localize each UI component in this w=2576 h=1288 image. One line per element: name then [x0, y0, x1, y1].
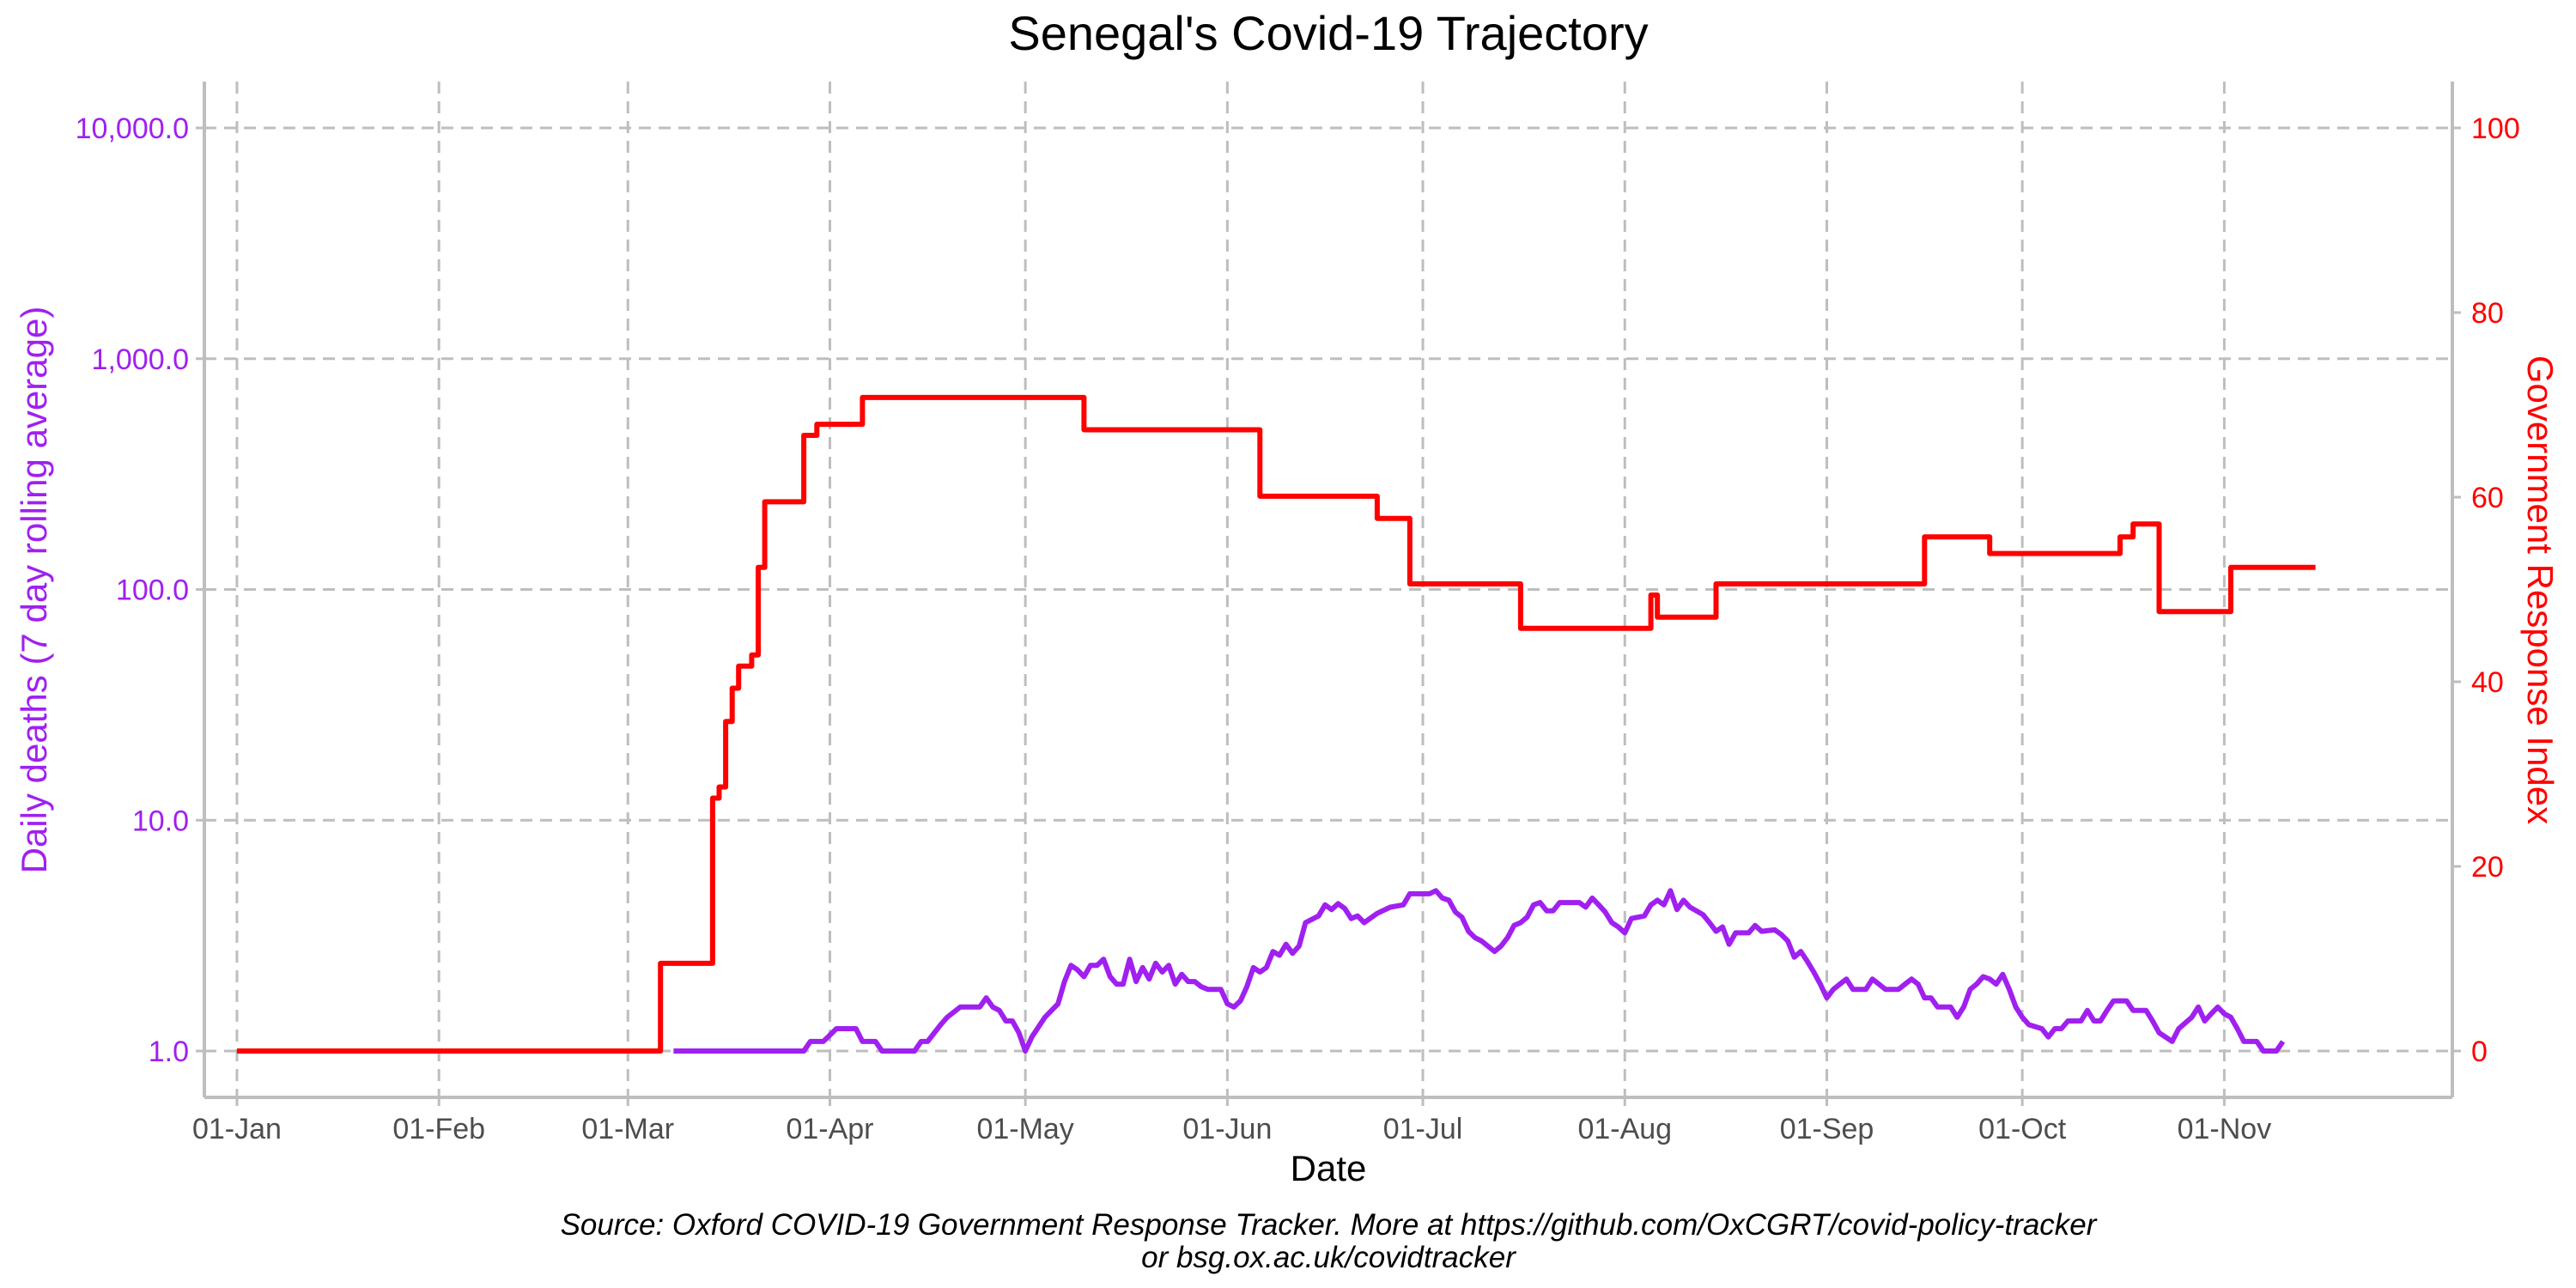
chart-title: Senegal's Covid-19 Trajectory [1008, 6, 1648, 60]
left-axis-title: Daily deaths (7 day rolling average) [14, 307, 54, 874]
left-tick-label: 1,000.0 [92, 343, 189, 376]
x-axis-title: Date [1291, 1148, 1367, 1188]
x-tick-label: 01-Oct [1978, 1113, 2067, 1145]
right-tick-label: 100 [2471, 112, 2520, 145]
x-tick-label: 01-Nov [2178, 1113, 2272, 1145]
x-tick-label: 01-Apr [786, 1113, 873, 1145]
left-tick-label: 10,000.0 [76, 112, 189, 145]
right-axis-title: Government Response Index [2520, 355, 2561, 824]
left-tick-label: 1.0 [149, 1036, 189, 1068]
x-tick-label: 01-Jul [1383, 1113, 1463, 1145]
x-tick-label: 01-Feb [392, 1113, 485, 1145]
right-tick-label: 0 [2471, 1036, 2488, 1068]
government-response-index-line [236, 394, 2316, 1054]
right-tick-label: 20 [2471, 851, 2504, 884]
daily-deaths-line [673, 888, 2286, 1054]
grid [204, 82, 2452, 1097]
right-tick-label: 40 [2471, 666, 2504, 699]
x-tick-label: 01-Jun [1182, 1113, 1272, 1145]
x-tick-label: 01-May [976, 1113, 1073, 1145]
x-tick-label: 01-Mar [581, 1113, 674, 1145]
x-tick-label: 01-Sep [1780, 1113, 1874, 1145]
source-caption-line-1: Source: Oxford COVID-19 Government Respo… [561, 1208, 2098, 1242]
right-tick-label: 80 [2471, 297, 2504, 330]
series-layer [236, 394, 2316, 1054]
right-tick-label: 60 [2471, 482, 2504, 514]
x-tick-label: 01-Aug [1577, 1113, 1672, 1145]
ticks: 01-Jan 01-Feb 01-Mar 01-Apr 01-May 01-Jun 01-J… [76, 112, 2520, 1145]
source-caption-line-2: or bsg.ox.ac.uk/covidtracker [1141, 1241, 1516, 1274]
left-tick-label: 100.0 [116, 574, 189, 607]
left-tick-label: 10.0 [132, 805, 189, 837]
x-tick-label: 01-Jan [192, 1113, 282, 1145]
